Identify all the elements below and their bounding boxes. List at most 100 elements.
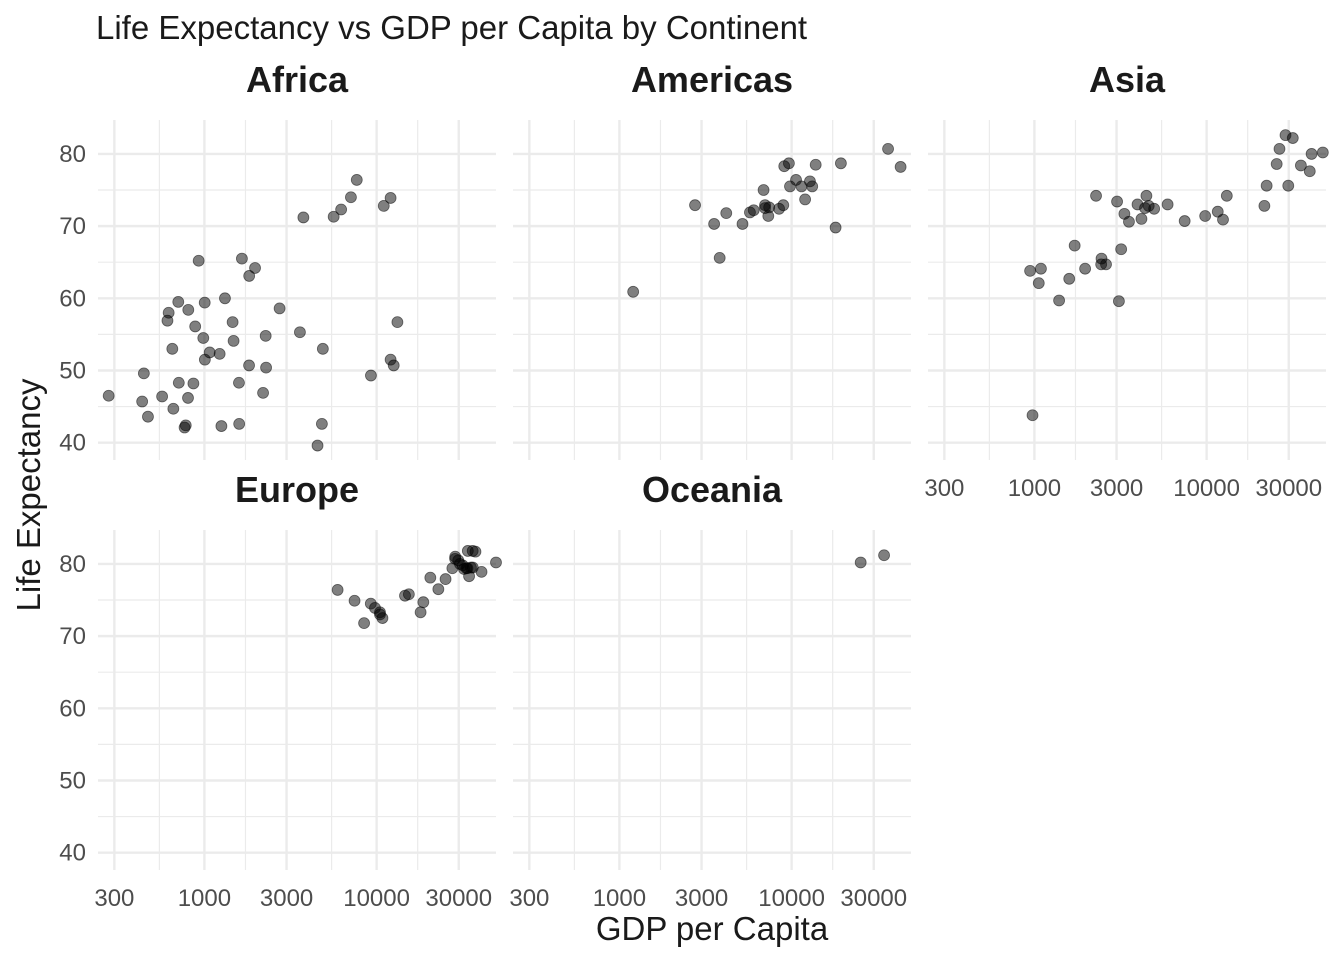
facet-panel-oceania: Oceania 300 1000 3000 10000 30000	[509, 469, 911, 912]
data-point	[759, 202, 771, 214]
y-axis-title: Life Expectancy	[10, 378, 47, 611]
data-point	[377, 200, 390, 212]
data-point	[257, 386, 269, 399]
x-tick-label: 1000	[178, 885, 231, 912]
data-point	[345, 191, 357, 204]
x-tick-label: 1000	[593, 885, 646, 912]
x-tick-label: 300	[924, 475, 964, 502]
data-point	[1286, 132, 1299, 144]
y-tick-label: 70	[59, 623, 86, 650]
data-point	[1305, 148, 1318, 160]
data-point	[1035, 262, 1047, 275]
data-point	[167, 402, 180, 415]
x-tick-label: 10000	[1173, 475, 1240, 502]
data-point	[1026, 409, 1039, 422]
facet-label-africa: Africa	[246, 59, 349, 100]
x-tick-label: 10000	[758, 885, 825, 912]
data-point	[249, 262, 261, 274]
facet-label-americas: Americas	[631, 59, 793, 100]
data-point	[1140, 189, 1153, 202]
data-point	[878, 549, 890, 562]
data-point	[1115, 243, 1128, 256]
data-point	[172, 376, 185, 389]
x-tick-label: 30000	[840, 885, 907, 912]
data-point	[417, 596, 430, 609]
data-point	[227, 334, 240, 347]
data-point	[315, 418, 328, 430]
data-point	[316, 342, 329, 355]
data-point	[424, 571, 437, 584]
data-point	[720, 207, 733, 220]
x-tick-label: 3000	[675, 885, 728, 912]
data-point	[273, 302, 286, 315]
data-point	[1217, 213, 1229, 226]
data-point	[311, 439, 324, 452]
data-point	[784, 180, 796, 193]
data-point	[475, 565, 488, 578]
data-point	[166, 342, 179, 355]
y-tick-label: 40	[59, 840, 86, 867]
data-point	[1024, 264, 1037, 277]
data-point	[182, 303, 195, 316]
data-point	[203, 346, 216, 359]
data-point	[439, 573, 452, 585]
data-point	[829, 221, 842, 234]
data-point	[689, 199, 701, 212]
data-point	[708, 218, 721, 230]
data-point	[136, 395, 149, 408]
data-point	[490, 556, 502, 569]
data-point	[142, 410, 154, 423]
data-point	[297, 211, 310, 224]
data-point	[189, 320, 202, 333]
facet-label-oceania: Oceania	[642, 469, 783, 510]
data-point	[1273, 142, 1286, 155]
data-point	[331, 584, 344, 596]
data-point	[773, 202, 785, 215]
data-point	[1260, 179, 1273, 192]
y-tick-label: 50	[59, 357, 86, 384]
y-tick-label: 80	[59, 141, 86, 168]
data-point	[1100, 258, 1112, 271]
data-point	[233, 418, 246, 430]
data-point	[834, 157, 847, 170]
data-point	[374, 608, 386, 621]
data-point	[102, 389, 115, 402]
facet-panel-asia: Asia 300 1000 3000 10000 30000	[924, 59, 1329, 502]
data-point	[294, 326, 306, 339]
data-point	[179, 419, 192, 432]
data-point	[1090, 189, 1102, 202]
data-point	[1270, 158, 1283, 170]
x-tick-label: 3000	[1090, 475, 1143, 502]
data-point	[391, 316, 404, 329]
data-point	[1178, 215, 1191, 227]
data-point	[187, 377, 200, 390]
y-tick-label: 60	[59, 695, 86, 722]
y-tick-label: 70	[59, 213, 86, 240]
x-tick-label: 10000	[343, 885, 410, 912]
y-tick-label: 80	[59, 551, 86, 578]
data-point	[1142, 200, 1155, 212]
chart-title: Life Expectancy vs GDP per Capita by Con…	[96, 9, 807, 46]
data-point	[259, 329, 272, 342]
data-point	[783, 157, 795, 170]
data-point	[137, 367, 150, 380]
data-point	[226, 316, 239, 329]
data-point	[387, 359, 400, 372]
data-point	[882, 142, 894, 155]
facet-panels: Africa 40 50 60 70 80 Americas Asia 300 1000 3000 1…	[59, 59, 1329, 912]
data-point	[1113, 295, 1125, 308]
data-point	[365, 369, 377, 382]
data-point	[1053, 294, 1065, 307]
facet-panel-africa: Africa 40 50 60 70 80	[59, 59, 496, 460]
data-point	[799, 193, 812, 206]
data-point	[736, 218, 749, 230]
y-tick-label: 50	[59, 767, 86, 794]
data-point	[1199, 210, 1212, 222]
data-point	[219, 292, 231, 305]
data-point	[1068, 239, 1081, 252]
data-point	[215, 420, 228, 432]
data-point	[757, 184, 770, 196]
y-tick-label: 40	[59, 430, 86, 457]
data-point	[192, 254, 205, 267]
